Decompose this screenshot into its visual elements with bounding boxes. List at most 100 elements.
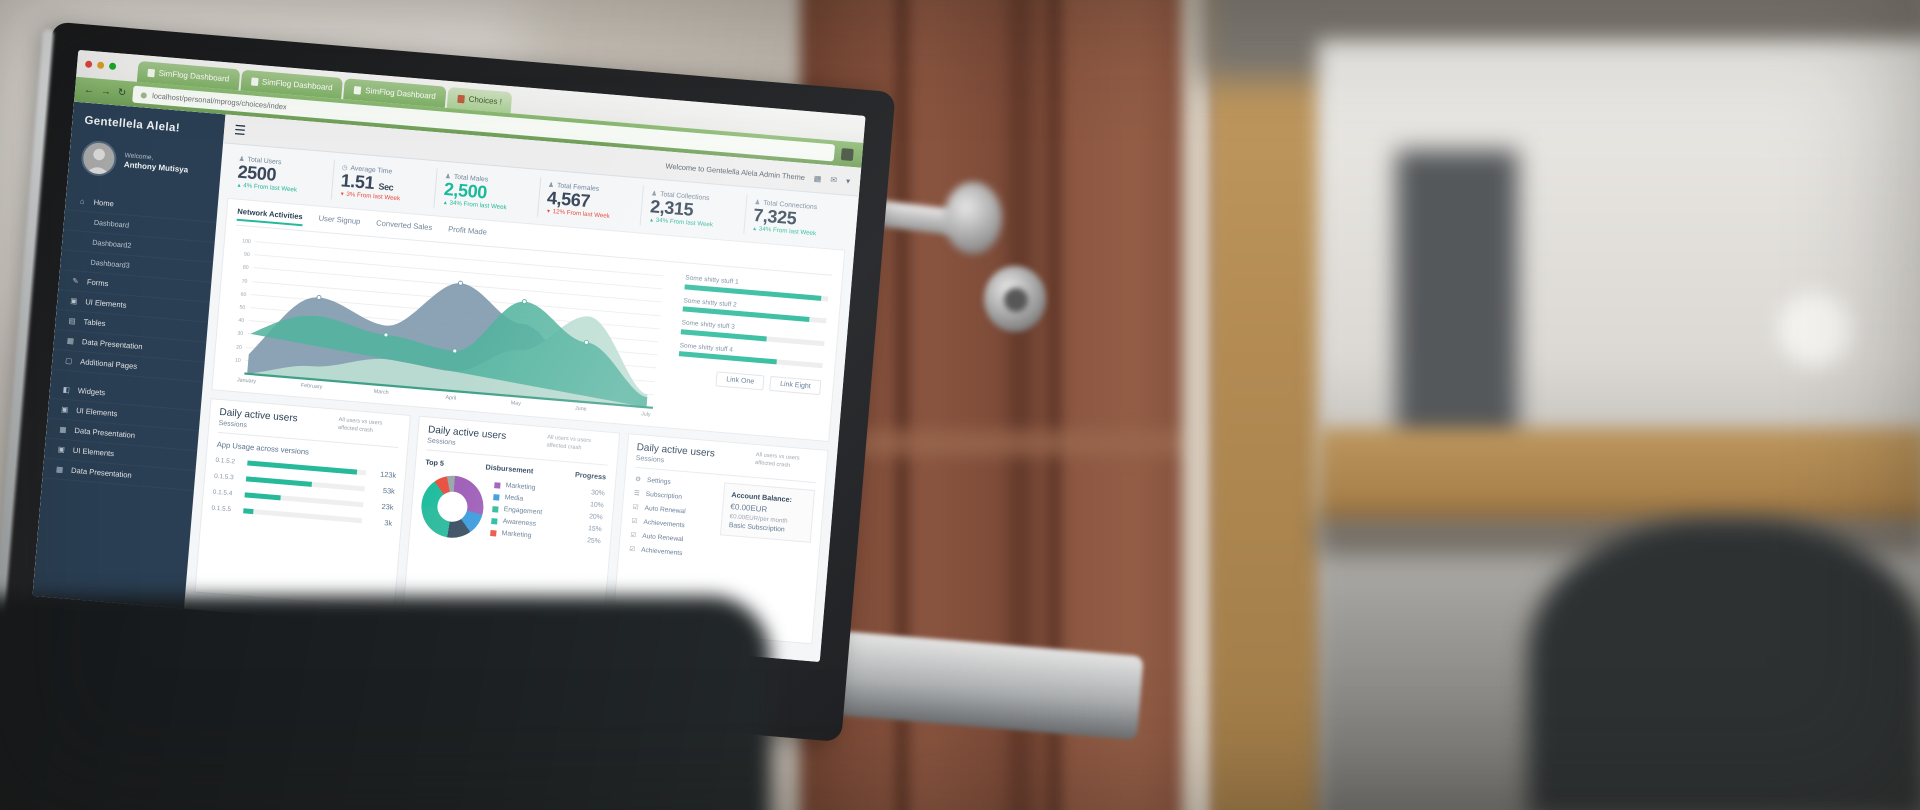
- app-usage-panel: Daily active users Sessions All users vs…: [194, 398, 412, 610]
- dashboard-page: ♟ Total Users 2500 ▲ 4% From last Week ◷ A…: [184, 143, 859, 662]
- tab-label: SimFlog Dashboard: [261, 77, 333, 93]
- list-icon: ☰: [633, 490, 640, 498]
- area-chart-svg: 100 90 80 70 60 50 40 30: [235, 239, 665, 419]
- grid-icon[interactable]: ▦: [813, 173, 822, 183]
- sidebar-item-label: Data Presentation: [70, 465, 133, 480]
- widgets-icon: ◧: [62, 384, 71, 395]
- dark-wall-frame: [1396, 150, 1518, 460]
- svg-text:March: March: [373, 389, 388, 396]
- user-profile: Welcome, Anthony Mutisya: [67, 134, 223, 196]
- checkbox-checked-icon[interactable]: ☑: [630, 532, 637, 540]
- refresh-icon[interactable]: ↻: [117, 86, 127, 99]
- stat-total-connections: ♟ Total Connections 7,325 ▲ 34% From last…: [742, 194, 850, 244]
- usage-bar: [244, 492, 364, 508]
- sidebar-item-label: Data Presentation: [74, 425, 136, 440]
- tab-favicon: [354, 85, 362, 95]
- sidebar-item-label: Tables: [83, 317, 106, 329]
- donut-chart: [419, 473, 487, 541]
- link-one-button[interactable]: Link One: [715, 371, 765, 391]
- tab-label: Choices !: [468, 94, 503, 107]
- svg-text:50: 50: [239, 305, 245, 311]
- door-panel-band: [810, 430, 1210, 456]
- desktop-icon: ▣: [57, 444, 66, 455]
- svg-text:May: May: [510, 401, 521, 408]
- usage-bar: [243, 508, 363, 524]
- laptop-screen: SimFlog Dashboard SimFlog Dashboard SimF…: [32, 49, 866, 663]
- checkbox-checked-icon[interactable]: ☑: [632, 504, 639, 512]
- trend-up-icon: ▲: [648, 217, 655, 225]
- sidebar-item-label: Home: [93, 197, 115, 209]
- svg-text:40: 40: [238, 318, 244, 324]
- trend-up-icon: ▲: [236, 183, 242, 190]
- panel-note: All users vs users affected crash: [754, 452, 800, 469]
- svg-text:February: February: [300, 383, 322, 391]
- chart-icon: ▦: [59, 424, 67, 435]
- svg-text:100: 100: [242, 239, 251, 246]
- link-eight-button[interactable]: Link Eight: [769, 376, 822, 396]
- sidebar: Gentellela Alela! Welcome, Anthony Mutis…: [32, 101, 226, 609]
- dark-foreground-table: [0, 596, 770, 810]
- svg-text:April: April: [445, 395, 456, 402]
- sidebar-menu: ⌂ Home Dashboard Dashboard2 Dashboard3 ✎ F…: [42, 190, 219, 492]
- stat-total-males: ♟ Total Males 2,500 ▲ 34% From last Week: [433, 168, 540, 218]
- settings-item[interactable]: ⚙ Settings: [634, 476, 672, 486]
- svg-text:60: 60: [240, 292, 246, 298]
- stat-total-users: ♟ Total Users 2500 ▲ 4% From last Week: [228, 151, 334, 200]
- menu-toggle-icon[interactable]: ☰: [233, 121, 247, 138]
- sidebar-item-label: Forms: [86, 277, 109, 289]
- auto-renewal-item[interactable]: ☑ Auto Renewal: [632, 504, 686, 516]
- area-chart: 100 90 80 70 60 50 40 30: [223, 231, 673, 424]
- checkbox-checked-icon[interactable]: ☑: [631, 518, 638, 526]
- home-icon: ⌂: [79, 196, 85, 206]
- zoom-window-button[interactable]: [108, 62, 117, 71]
- sidebar-item-label: UI Elements: [84, 297, 127, 310]
- chevron-down-icon[interactable]: ▾: [845, 176, 851, 186]
- chart-icon: ▦: [55, 464, 64, 475]
- legend-swatch: [494, 482, 501, 489]
- wooden-shelf-post: [1212, 0, 1324, 810]
- mail-icon[interactable]: ✉: [830, 174, 838, 185]
- tab-profit-made[interactable]: Profit Made: [447, 224, 488, 238]
- chart-icon: ▦: [66, 335, 75, 346]
- stat-average-time: ◷ Average Time 1.51 Sec ▼ 3% From last We…: [330, 159, 437, 209]
- tab-converted-sales[interactable]: Converted Sales: [375, 218, 433, 233]
- svg-text:July: July: [641, 412, 651, 419]
- svg-text:80: 80: [243, 265, 249, 271]
- extension-icon[interactable]: [840, 147, 854, 161]
- svg-text:June: June: [575, 406, 587, 413]
- legend-swatch: [491, 517, 498, 525]
- tab-user-signup[interactable]: User Signup: [318, 213, 361, 227]
- auto-renewal-item-2[interactable]: ☑ Auto Renewal: [630, 532, 684, 543]
- goals-panel: Some shitty stuff 1 Some shitty stuff 2 …: [671, 269, 832, 438]
- usage-bar: [245, 476, 366, 492]
- trend-down-icon: ▼: [545, 208, 552, 216]
- achievements-item-2[interactable]: ☑ Achievements: [628, 546, 683, 557]
- forward-icon[interactable]: →: [100, 85, 112, 98]
- door-panel-groove: [1046, 0, 1062, 810]
- subscription-item[interactable]: ☰ Subscription: [633, 490, 683, 501]
- wooden-shelf-board: [1318, 428, 1920, 524]
- door-frame: [1182, 0, 1216, 810]
- minimize-window-button[interactable]: [96, 61, 105, 70]
- window-controls[interactable]: [84, 60, 117, 71]
- site-security-icon: [140, 91, 148, 99]
- achievements-item[interactable]: ☑ Achievements: [631, 518, 686, 530]
- sidebar-item-label: Dashboard3: [90, 257, 131, 270]
- svg-text:30: 30: [237, 331, 243, 337]
- tab-favicon: [147, 68, 156, 77]
- goal-item-3: Some shitty stuff 3: [680, 320, 826, 347]
- door-keyhole: [1004, 288, 1028, 312]
- legend-swatch: [490, 529, 497, 537]
- sidebar-item-label: Widgets: [77, 386, 106, 398]
- back-icon[interactable]: ←: [83, 83, 95, 96]
- network-activities-card: Network Activities User Signup Converted…: [211, 198, 846, 443]
- tab-network-activities[interactable]: Network Activities: [236, 207, 304, 227]
- desktop-icon: ▣: [60, 404, 69, 415]
- checkbox-checked-icon[interactable]: ☑: [628, 546, 636, 554]
- avatar: [79, 139, 118, 178]
- dashboard-app: Gentellela Alela! Welcome, Anthony Mutis…: [32, 101, 862, 663]
- sidebar-item-label: Additional Pages: [79, 357, 138, 371]
- panel-note: All users vs users affected crash: [546, 434, 592, 451]
- sidebar-item-label: UI Elements: [75, 405, 118, 419]
- close-window-button[interactable]: [84, 60, 93, 69]
